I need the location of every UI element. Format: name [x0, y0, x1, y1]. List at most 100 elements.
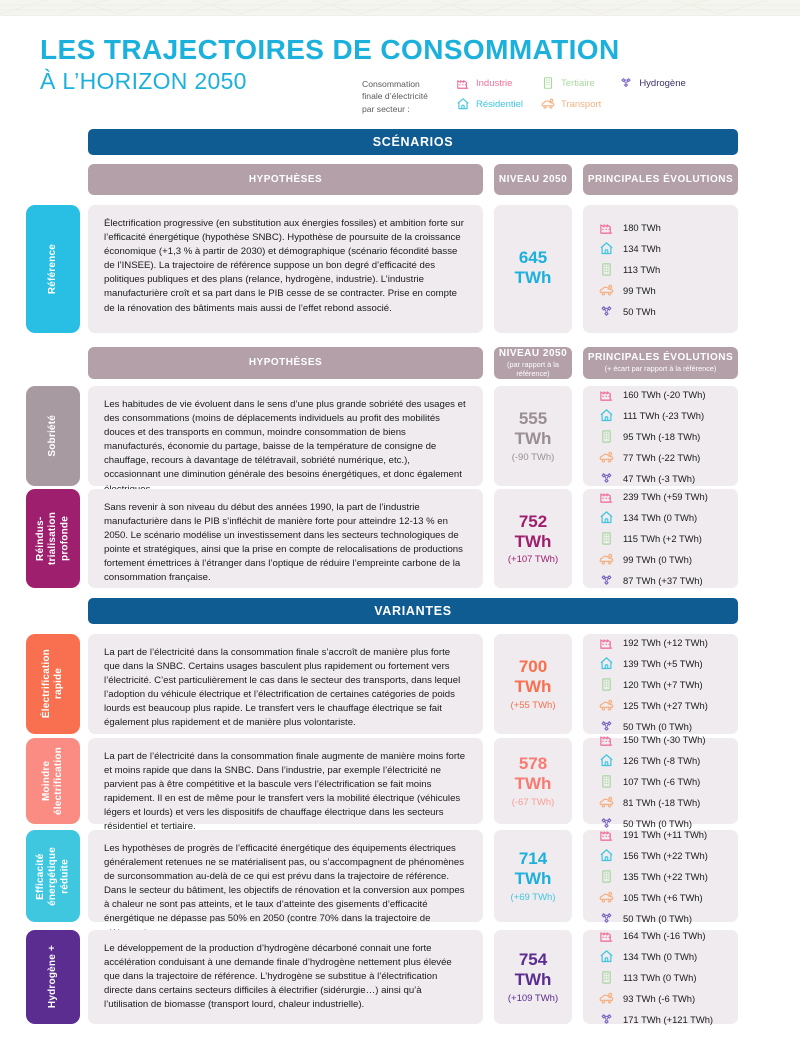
- evolution-tertiaire: 107 TWh (-6 TWh): [599, 774, 738, 789]
- row-level-electrification-rapide: 700 TWh (+55 TWh): [494, 634, 572, 734]
- row-electrification-rapide: Électrification rapide La part de l’élec…: [26, 634, 738, 734]
- molecule-icon: [599, 816, 614, 831]
- row-level-reference: 645 TWh: [494, 205, 572, 333]
- row-hypotheses-reference: Électrification progressive (en substitu…: [88, 205, 483, 333]
- row-tab-moindre-electrification[interactable]: Moindre électrification: [26, 738, 80, 824]
- legend-column-1: Industrie Résidentiel: [456, 76, 523, 111]
- car-icon: [599, 283, 614, 298]
- row-evolutions-reindustrialisation: 239 TWh (+59 TWh) 134 TWh (0 TWh) 115 TW…: [583, 489, 738, 588]
- colheader-evolutions-1: PRINCIPALES ÉVOLUTIONS: [583, 164, 738, 195]
- house-icon: [599, 753, 614, 768]
- evolution-transport: 81 TWh (-18 TWh): [599, 795, 738, 810]
- colheader-hypotheses-1: HYPOTHÈSES: [88, 164, 483, 195]
- row-hypotheses-efficacite-reduite: Les hypothèses de progrès de l’efficacit…: [88, 830, 483, 939]
- page-header: LES TRAJECTOIRES DE CONSOMMATION À L’HOR…: [0, 22, 800, 122]
- office-icon: [599, 262, 614, 277]
- factory-icon: [599, 732, 614, 747]
- legend-column-2: Tertiaire Transport: [541, 76, 601, 111]
- row-evolutions-sobriete: 160 TWh (-20 TWh) 111 TWh (-23 TWh) 95 T…: [583, 386, 738, 486]
- evolution-residentiel: 111 TWh (-23 TWh): [599, 408, 738, 423]
- house-icon: [599, 408, 614, 423]
- row-efficacite-reduite: Efficacité énergétique réduite Les hypot…: [26, 827, 738, 939]
- row-evolutions-electrification-rapide: 192 TWh (+12 TWh) 139 TWh (+5 TWh) 120 T…: [583, 634, 738, 734]
- row-level-sobriete: 555 TWh (-90 TWh): [494, 386, 572, 486]
- row-hypotheses-moindre-electrification: La part de l’électricité dans la consomm…: [88, 738, 483, 832]
- legend-label-hydrogene: Hydrogène: [639, 77, 686, 89]
- decorative-top-band: [0, 0, 800, 16]
- molecule-icon: [599, 911, 614, 926]
- evolution-transport: 99 TWh (0 TWh): [599, 552, 738, 567]
- colheader-niveau-1: NIVEAU 2050: [494, 164, 572, 195]
- row-moindre-electrification: Moindre électrification La part de l’éle…: [26, 734, 738, 832]
- row-evolutions-moindre-electrification: 150 TWh (-30 TWh) 126 TWh (-8 TWh) 107 T…: [583, 734, 738, 829]
- row-level-efficacite-reduite: 714 TWh (+69 TWh): [494, 830, 572, 922]
- row-evolutions-hydrogene-plus: 164 TWh (-16 TWh) 134 TWh (0 TWh) 113 TW…: [583, 928, 738, 1027]
- office-icon: [541, 76, 555, 90]
- car-icon: [599, 552, 614, 567]
- evolution-residentiel: 126 TWh (-8 TWh): [599, 753, 738, 768]
- evolution-industrie: 192 TWh (+12 TWh): [599, 635, 738, 650]
- colheader-hypotheses-2: HYPOTHÈSES: [88, 347, 483, 379]
- row-tab-electrification-rapide[interactable]: Électrification rapide: [26, 634, 80, 734]
- car-icon: [599, 698, 614, 713]
- row-tab-sobriete[interactable]: Sobriété: [26, 386, 80, 486]
- car-icon: [599, 890, 614, 905]
- row-sobriete: Sobriété Les habitudes de vie évoluent d…: [26, 386, 738, 495]
- colheader-evolutions-2: PRINCIPALES ÉVOLUTIONS (+ écart par rapp…: [583, 347, 738, 379]
- evolution-hydrogene: 50 TWh (0 TWh): [599, 911, 738, 926]
- legend-caption: Consommation finale d’électricité par se…: [362, 79, 428, 114]
- evolution-tertiaire: 135 TWh (+22 TWh): [599, 869, 738, 884]
- house-icon: [599, 656, 614, 671]
- evolution-residentiel: 134 TWh (0 TWh): [599, 949, 738, 964]
- evolution-transport: 105 TWh (+6 TWh): [599, 890, 738, 905]
- evolution-residentiel: 156 TWh (+22 TWh): [599, 848, 738, 863]
- row-hypotheses-electrification-rapide: La part de l’électricité dans la consomm…: [88, 634, 483, 734]
- house-icon: [599, 241, 614, 256]
- evolution-tertiaire: 120 TWh (+7 TWh): [599, 677, 738, 692]
- row-tab-hydrogene-plus[interactable]: Hydrogène +: [26, 930, 80, 1024]
- house-icon: [599, 949, 614, 964]
- evolution-industrie: 180 TWh: [599, 220, 738, 235]
- factory-icon: [599, 387, 614, 402]
- legend-item-industrie: Industrie: [456, 76, 523, 90]
- molecule-icon: [599, 1012, 614, 1027]
- office-icon: [599, 531, 614, 546]
- row-tab-reference[interactable]: Référence: [26, 205, 80, 333]
- legend-label-residentiel: Résidentiel: [476, 98, 523, 110]
- evolution-tertiaire: 95 TWh (-18 TWh): [599, 429, 738, 444]
- row-evolutions-efficacite-reduite: 191 TWh (+11 TWh) 156 TWh (+22 TWh) 135 …: [583, 827, 738, 924]
- factory-icon: [599, 928, 614, 943]
- evolution-hydrogene: 50 TWh: [599, 304, 738, 319]
- evolution-transport: 125 TWh (+27 TWh): [599, 698, 738, 713]
- sector-legend: Consommation finale d’électricité par se…: [362, 76, 686, 115]
- car-icon: [541, 97, 555, 111]
- factory-icon: [599, 489, 614, 504]
- car-icon: [599, 795, 614, 810]
- legend-item-hydrogene: Hydrogène: [619, 76, 686, 90]
- evolution-hydrogene: 50 TWh (0 TWh): [599, 816, 738, 831]
- evolution-tertiaire: 113 TWh: [599, 262, 738, 277]
- row-tab-reindustrialisation[interactable]: Réindus- trialisation profonde: [26, 489, 80, 588]
- evolution-hydrogene: 171 TWh (+121 TWh): [599, 1012, 738, 1027]
- office-icon: [599, 970, 614, 985]
- molecule-icon: [599, 573, 614, 588]
- factory-icon: [456, 76, 470, 90]
- evolution-industrie: 191 TWh (+11 TWh): [599, 827, 738, 842]
- row-level-reindustrialisation: 752 TWh (+107 TWh): [494, 489, 572, 588]
- section-bar-scenarios: SCÉNARIOS: [88, 129, 738, 155]
- evolution-hydrogene: 50 TWh (0 TWh): [599, 719, 738, 734]
- office-icon: [599, 774, 614, 789]
- row-level-moindre-electrification: 578 TWh (-67 TWh): [494, 738, 572, 824]
- molecule-icon: [599, 471, 614, 486]
- row-tab-efficacite-reduite[interactable]: Efficacité énergétique réduite: [26, 830, 80, 922]
- legend-label-tertiaire: Tertiaire: [561, 77, 595, 89]
- factory-icon: [599, 635, 614, 650]
- office-icon: [599, 869, 614, 884]
- house-icon: [599, 510, 614, 525]
- evolution-transport: 93 TWh (-6 TWh): [599, 991, 738, 1006]
- evolution-residentiel: 134 TWh (0 TWh): [599, 510, 738, 525]
- page-title: LES TRAJECTOIRES DE CONSOMMATION: [40, 34, 620, 65]
- row-evolutions-reference: 180 TWh 134 TWh 113 TWh 99 TWh 50 TWh: [583, 205, 738, 333]
- evolution-industrie: 239 TWh (+59 TWh): [599, 489, 738, 504]
